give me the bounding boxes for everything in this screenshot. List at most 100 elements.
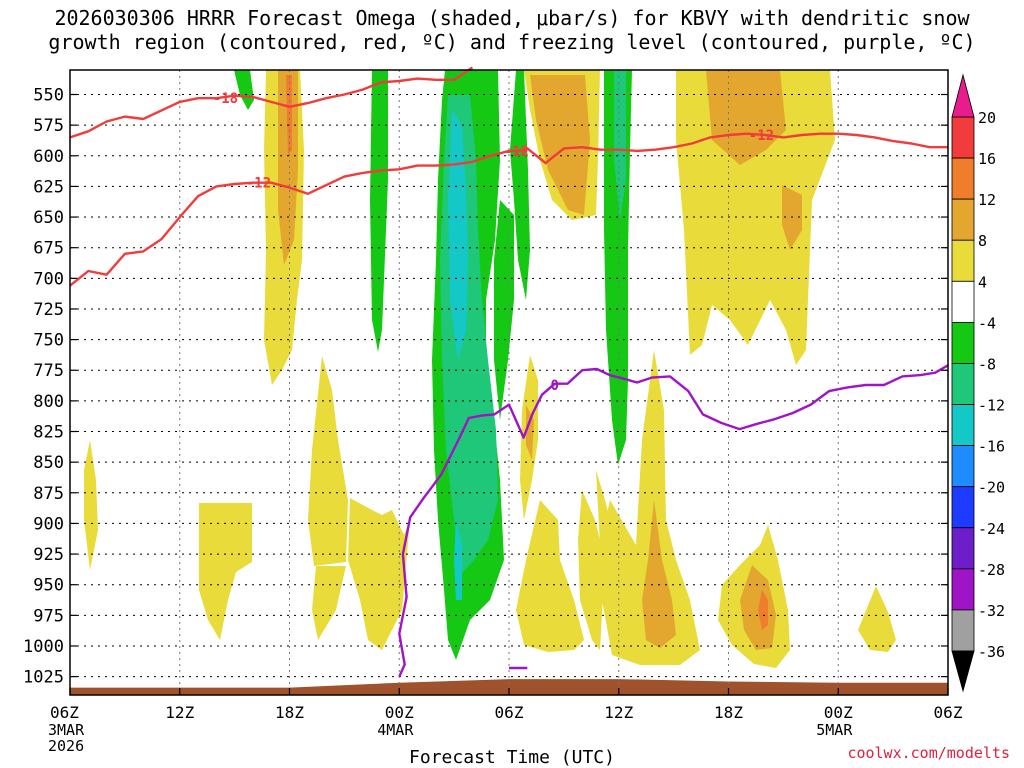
colorbar-label: 8 xyxy=(978,232,987,250)
dgz-contour-label: -12 xyxy=(504,144,529,160)
x-tick-label: 18Z xyxy=(275,703,304,722)
colorbar-under-arrow xyxy=(951,650,975,693)
omega-region-yellow xyxy=(600,350,700,665)
omega-region-orange xyxy=(706,70,786,165)
x-tick-label: 12Z xyxy=(604,703,633,722)
colorbar-label: 12 xyxy=(978,191,996,209)
colorbar-band xyxy=(951,404,975,447)
chart-title-line2: growth region (contoured, red, ºC) and f… xyxy=(48,30,976,54)
y-tick-label: 1025 xyxy=(23,668,64,688)
y-tick-label: 550 xyxy=(33,86,64,106)
colorbar-band xyxy=(951,609,975,652)
colorbar-label: -16 xyxy=(978,438,1005,456)
y-tick-label: 675 xyxy=(33,239,64,259)
omega-region-yellow xyxy=(676,70,835,365)
dendritic-growth-contours: -18 -12 -12 -12 xyxy=(69,66,948,287)
x-axis-title: Forecast Time (UTC) xyxy=(409,747,615,768)
colorbar-band xyxy=(951,363,975,405)
omega-region-cyan xyxy=(454,520,462,600)
y-tick-label: 975 xyxy=(33,606,64,626)
omega-orange-regions xyxy=(278,70,802,650)
x-date-label: 2026 xyxy=(48,737,84,755)
omega-region-green xyxy=(370,70,388,352)
colorbar-over-arrow xyxy=(951,73,975,118)
omega-region-yellow xyxy=(84,440,98,570)
omega-region-yellow xyxy=(516,500,584,652)
omega-region-orange xyxy=(526,405,534,460)
colorbar-label: -4 xyxy=(978,314,996,332)
y-tick-label: 725 xyxy=(33,300,64,320)
omega-region-orange xyxy=(740,565,776,650)
colorbar-label: 20 xyxy=(978,109,996,127)
omega-region-green xyxy=(494,200,514,420)
omega-colorbar: 20 16 12 8 4 -4 -8 -12 -16 -20 -24 -28 -32 -36 xyxy=(951,73,1005,693)
omega-region-yellow xyxy=(348,498,410,650)
omega-region-yellow xyxy=(308,356,348,566)
y-tick-label: 775 xyxy=(33,361,64,381)
x-date-label: 5MAR xyxy=(816,721,853,739)
colorbar-band xyxy=(951,239,975,282)
colorbar-label: -8 xyxy=(978,355,996,373)
dgz-contour-label: -12 xyxy=(246,176,271,192)
dgz-contour-line xyxy=(69,149,528,287)
colorbar-band xyxy=(951,568,975,611)
colorbar-band xyxy=(951,198,975,241)
x-tick-label: 06Z xyxy=(495,703,524,722)
colorbar-band xyxy=(951,486,975,529)
omega-region-yellow xyxy=(199,503,252,640)
y-tick-label: 625 xyxy=(33,177,64,197)
omega-region-yellow xyxy=(312,566,346,640)
omega-region-yellow xyxy=(578,490,605,650)
colorbar-label: -28 xyxy=(978,561,1005,579)
omega-region-orange xyxy=(278,70,298,265)
colorbar-label: -24 xyxy=(978,520,1005,538)
y-tick-label: 900 xyxy=(33,514,64,534)
colorbar-band xyxy=(951,280,975,323)
dgz-contour-label: -18 xyxy=(213,91,238,107)
omega-region-green xyxy=(234,70,254,110)
x-tick-label: 12Z xyxy=(165,703,194,722)
y-tick-label: 600 xyxy=(33,147,64,167)
x-tick-label: 00Z xyxy=(385,703,414,722)
x-date-label: 3MAR xyxy=(48,721,85,739)
y-tick-label: 825 xyxy=(33,423,64,443)
x-tick-label: 06Z xyxy=(50,703,79,722)
x-tick-label: 00Z xyxy=(824,703,853,722)
omega-region-green xyxy=(510,70,530,300)
credit-link[interactable]: coolwx.com/modelts xyxy=(847,744,1010,762)
y-tick-label: 950 xyxy=(33,576,64,596)
freezing-level-label: 0 xyxy=(551,378,559,394)
colorbar-label: -36 xyxy=(978,643,1005,661)
y-tick-label: 925 xyxy=(33,545,64,565)
x-date-label: 4MAR xyxy=(377,721,414,739)
omega-region-cyan xyxy=(448,110,468,360)
omega-cyan-regions xyxy=(448,110,468,600)
dgz-contour-line xyxy=(514,132,948,165)
y-tick-label: 800 xyxy=(33,392,64,412)
y-tick-label: 1000 xyxy=(23,637,64,657)
x-tick-label: 06Z xyxy=(934,703,963,722)
freezing-level-contours: 0 xyxy=(398,364,949,678)
y-tick-label: 875 xyxy=(33,484,64,504)
omega-region-orange xyxy=(530,75,590,215)
omega-region-darkorange xyxy=(758,590,768,630)
colorbar-label: 16 xyxy=(978,150,996,168)
y-axis: 550 575 600 625 650 675 700 725 750 775 800 825 850 8… xyxy=(23,86,948,688)
colorbar-label: 4 xyxy=(978,273,987,291)
dgz-contour-label: -12 xyxy=(749,128,774,144)
colorbar-band xyxy=(951,157,975,200)
dgz-contour-line xyxy=(69,66,474,139)
omega-region-greenteal xyxy=(614,70,626,220)
y-tick-label: 850 xyxy=(33,453,64,473)
colorbar-label: -20 xyxy=(978,479,1005,497)
colorbar-label: -32 xyxy=(978,602,1005,620)
colorbar-label: -12 xyxy=(978,397,1005,415)
chart-title-line1: 2026030306 HRRR Forecast Omega (shaded, … xyxy=(54,6,970,30)
omega-region-yellow xyxy=(858,586,896,652)
colorbar-band xyxy=(951,445,975,488)
omega-region-orange xyxy=(642,500,676,648)
chart-title: 2026030306 HRRR Forecast Omega (shaded, … xyxy=(0,6,1024,54)
omega-shading-layer xyxy=(84,70,896,668)
